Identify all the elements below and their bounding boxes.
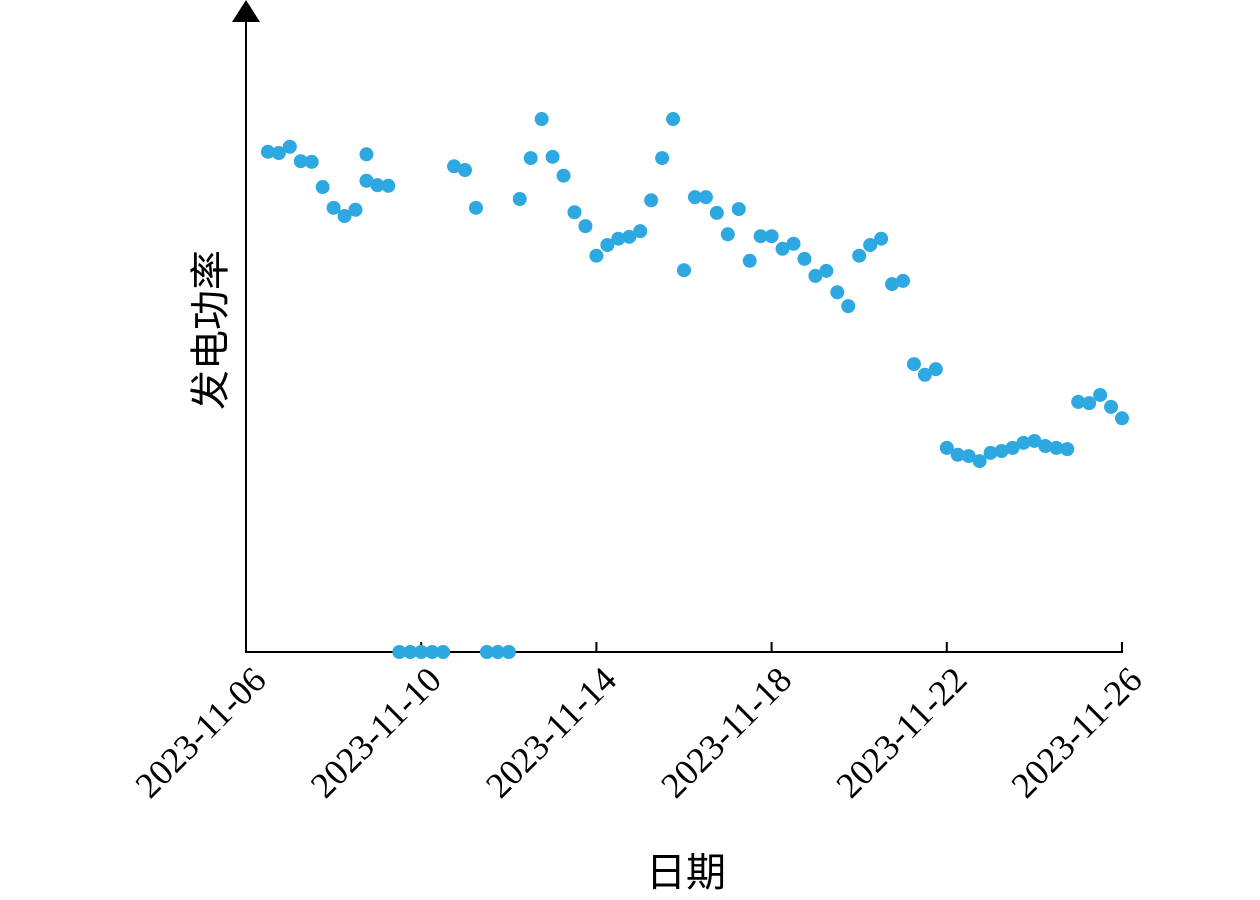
point — [523, 151, 538, 166]
point — [633, 224, 648, 239]
point — [709, 205, 724, 220]
point — [490, 645, 505, 659]
point — [589, 248, 604, 263]
point — [775, 241, 790, 256]
x-tick-label: 2023-11-06 — [128, 659, 274, 805]
point — [731, 202, 746, 217]
point — [414, 645, 429, 659]
point — [1049, 440, 1064, 455]
point — [436, 645, 451, 659]
point — [578, 219, 593, 234]
point — [830, 285, 845, 300]
point — [1016, 435, 1031, 450]
point — [972, 454, 987, 469]
point — [1115, 411, 1129, 426]
point — [567, 205, 582, 220]
point — [326, 200, 341, 215]
point — [841, 299, 856, 314]
point — [512, 192, 527, 207]
point — [1027, 433, 1042, 448]
point — [917, 367, 932, 382]
x-tick-label: 2023-11-10 — [303, 659, 449, 805]
point — [479, 645, 494, 659]
point — [896, 273, 910, 288]
x-tick-label: 2023-11-18 — [653, 659, 799, 805]
point — [655, 151, 670, 166]
point — [271, 146, 286, 161]
x-axis-label: 日期 — [646, 850, 726, 895]
point — [797, 251, 812, 266]
point — [337, 209, 352, 224]
point — [458, 163, 472, 178]
point — [677, 263, 691, 278]
point — [1071, 394, 1086, 409]
point — [1060, 442, 1075, 457]
point — [348, 202, 363, 217]
point — [545, 149, 560, 164]
point — [852, 248, 867, 263]
point — [874, 231, 889, 246]
point — [600, 238, 615, 253]
point — [260, 144, 275, 159]
point — [950, 447, 965, 462]
x-tick-label: 2023-11-14 — [478, 659, 624, 805]
x-tick-label: 2023-11-22 — [828, 659, 974, 805]
point — [403, 645, 418, 659]
point — [720, 227, 735, 242]
point — [939, 440, 954, 455]
point — [1038, 438, 1053, 453]
point — [293, 154, 308, 169]
y-axis-arrow — [232, 0, 260, 22]
point — [764, 229, 779, 244]
point — [359, 147, 374, 162]
point — [370, 178, 385, 193]
point — [501, 645, 516, 659]
point — [983, 445, 998, 460]
point — [468, 200, 483, 215]
point — [611, 231, 626, 246]
y-axis-label: 发电功率 — [188, 250, 233, 410]
point — [282, 139, 297, 154]
point — [381, 178, 396, 193]
point — [885, 277, 900, 292]
point — [1005, 440, 1020, 455]
point — [666, 112, 681, 127]
point — [786, 236, 801, 251]
point — [304, 154, 319, 169]
point — [742, 253, 757, 268]
point — [928, 362, 943, 377]
point — [1082, 396, 1097, 411]
point — [687, 190, 702, 205]
point — [447, 159, 462, 174]
point — [534, 112, 549, 127]
x-tick-label: 2023-11-26 — [1004, 659, 1150, 805]
point — [808, 268, 823, 283]
point — [556, 168, 571, 183]
point — [819, 263, 834, 278]
point — [622, 229, 637, 244]
point — [994, 444, 1009, 459]
point — [961, 449, 976, 464]
point — [1093, 387, 1108, 402]
point — [863, 238, 878, 253]
point — [315, 180, 330, 195]
point — [698, 190, 713, 205]
point — [359, 173, 374, 188]
point — [1104, 399, 1119, 414]
point — [425, 645, 440, 659]
point — [753, 229, 768, 244]
point — [644, 193, 659, 208]
point — [392, 645, 407, 659]
point — [906, 357, 921, 372]
